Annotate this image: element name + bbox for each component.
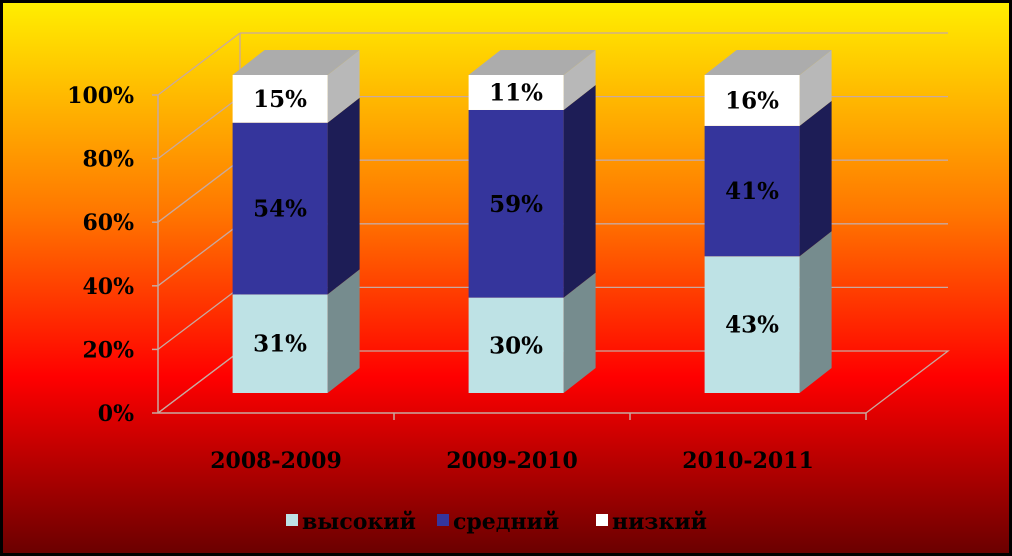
data-label: 59% [489,191,543,218]
y-tick-label: 40% [82,274,134,300]
bar-side-face [327,97,360,295]
bar-front-face [468,109,564,298]
bar-side-face [563,50,596,110]
bars [232,50,832,393]
data-label: 15% [253,86,307,113]
y-tick-label: 60% [82,210,134,236]
data-label: 11% [489,79,543,106]
bar-segment [704,100,832,257]
bar-top-face [232,50,360,75]
legend-label: средний [453,509,559,535]
bar-segment [704,50,832,126]
bar-side-face [799,100,832,257]
x-tick-label: 2009-2010 [446,448,578,474]
gridline-side [157,96,241,160]
bar-side-face [799,50,832,126]
bar-front-face [704,256,800,393]
gridline-side [157,159,241,223]
bar-segment [468,272,596,393]
bar-side-face [327,269,360,393]
bar-front-face [704,125,800,257]
bar-front-face [232,122,328,295]
gridline-side [157,286,241,350]
bar-side-face [563,272,596,393]
y-tick-label: 20% [82,337,134,363]
x-tick-label: 2008-2009 [210,448,342,474]
legend-swatch [437,514,449,526]
bar-segment [468,84,596,298]
x-tick-label: 2010-2011 [682,448,814,474]
gridline-side [157,223,241,287]
bar-side-face [563,84,596,298]
legend-swatch [596,514,608,526]
y-tick-label: 0% [98,401,134,427]
bar-front-face [468,297,564,393]
bar-side-face [799,231,832,393]
y-tick-label: 80% [82,147,134,173]
bar-side-face [327,50,360,123]
bar-segment [468,50,596,110]
data-label: 54% [253,196,307,223]
legend-label: высокий [302,509,416,535]
bar-segment [232,269,360,393]
bar-front-face [232,294,328,393]
bar-top-face [704,50,832,75]
bar-segment [704,231,832,393]
data-label: 16% [725,87,779,114]
bar-front-face [704,75,800,126]
bar-top-face [468,50,596,75]
bar-segment [232,50,360,123]
data-label: 31% [253,331,307,358]
y-axis: 0% 20% 40% 60% 80% 100% 2008-2009 2009-2010 2010… [67,83,867,474]
legend: высокий средний низкий [286,509,707,535]
legend-swatch [286,514,298,526]
gridline-side [157,32,241,96]
data-labels: 31% 54% 15% 30% 59% 11% 43% 41% 16% [253,79,779,359]
legend-label: низкий [612,509,707,535]
y-tick-label: 100% [67,83,134,109]
bar-front-face [232,75,328,123]
data-label: 41% [725,178,779,205]
data-label: 30% [489,332,543,359]
data-label: 43% [725,312,779,339]
bar-segment [232,97,360,295]
bar-front-face [468,75,564,110]
